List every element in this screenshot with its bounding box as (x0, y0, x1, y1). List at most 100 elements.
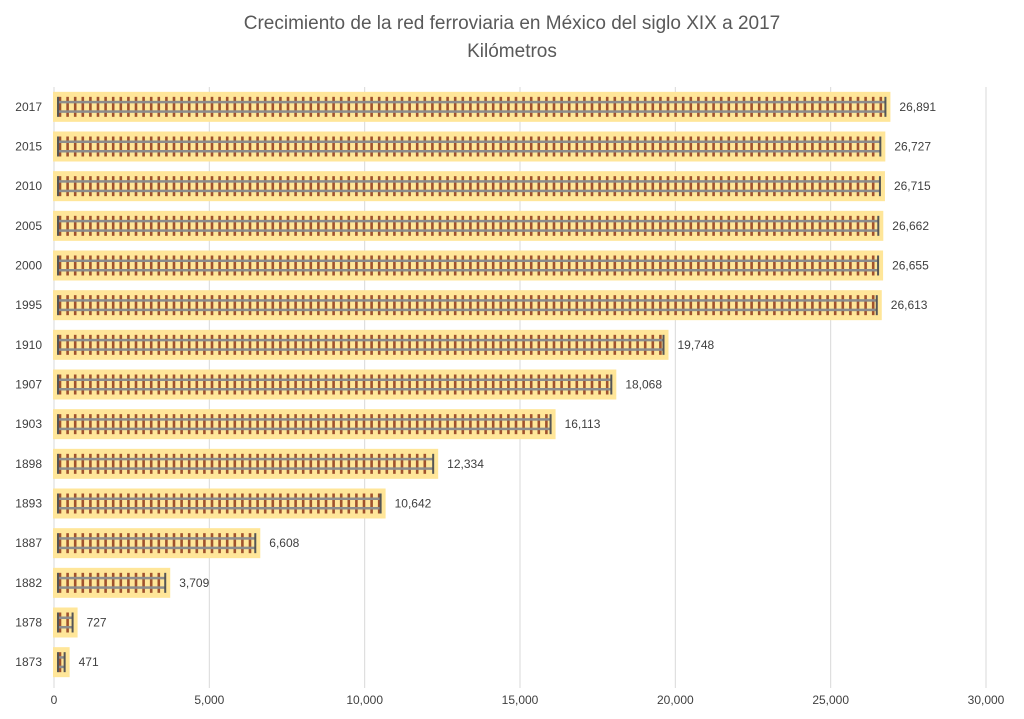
rail-tie (393, 374, 396, 395)
rail-tie (73, 414, 77, 435)
bar-background (53, 448, 439, 479)
rail-tie (400, 176, 404, 197)
rail-tie (165, 453, 168, 474)
rail-tie (605, 136, 609, 157)
rail-tie (681, 96, 685, 117)
rail-end-cap (432, 453, 435, 474)
rail-tie (522, 96, 525, 117)
rail-tie (203, 493, 206, 514)
rail-tie (681, 295, 685, 316)
rail-tie (742, 96, 746, 117)
rail-tie (514, 136, 518, 157)
rail-tie (195, 493, 199, 514)
rail-tie (484, 334, 487, 355)
rail-tie (339, 295, 343, 316)
rail-tie (560, 215, 563, 236)
rail-tie (628, 255, 632, 276)
rail-tie (225, 493, 229, 514)
rail-tie (81, 176, 85, 197)
rail-tie (66, 493, 69, 514)
rail-tie (248, 255, 252, 276)
rail-tie (119, 96, 123, 117)
rail-tie (400, 414, 404, 435)
rail-tie (324, 453, 328, 474)
rail-tie (172, 453, 176, 474)
rail-tie (461, 255, 465, 276)
rail-tie (864, 136, 867, 157)
rail-tie (750, 215, 753, 236)
rail-line-bottom (58, 189, 880, 193)
rail-tie (96, 374, 100, 395)
rail-tie (598, 136, 601, 157)
rail-tie (400, 215, 404, 236)
rail-tie (689, 295, 693, 316)
rail-tie (157, 334, 161, 355)
rail-tie (225, 176, 229, 197)
y-tick-label-1903: 1903 (15, 417, 42, 431)
rail-tie (431, 255, 434, 276)
rail-tie (841, 96, 845, 117)
rail-tie (636, 255, 639, 276)
rail-tie (856, 295, 860, 316)
rail-tie (362, 136, 366, 157)
rail-tie (499, 295, 503, 316)
rail-tie (795, 136, 799, 157)
rail-tie (408, 295, 411, 316)
rail-tie (651, 176, 655, 197)
x-tick-label-2: 10,000 (346, 693, 383, 707)
rail-tie (423, 96, 427, 117)
rail-tie (757, 96, 761, 117)
rail-tie (583, 176, 586, 197)
rail-tie (628, 96, 632, 117)
rail-tie (659, 176, 662, 197)
rail-tie (514, 295, 518, 316)
rail-tie (583, 215, 586, 236)
rail-tie (757, 255, 761, 276)
chart-title: Crecimiento de la red ferroviaria en Méx… (243, 13, 781, 34)
rail-tie (735, 255, 738, 276)
rail-tie (111, 374, 115, 395)
rail-tie (545, 215, 548, 236)
rail-end-cap (379, 493, 382, 514)
rail-tie (195, 255, 199, 276)
rail-tie (856, 136, 860, 157)
rail-tie (89, 295, 92, 316)
rail-tie (233, 255, 237, 276)
rail-tie (643, 295, 647, 316)
rail-tie (446, 334, 449, 355)
rail-tie (248, 136, 252, 157)
rail-tie (89, 96, 92, 117)
rail-tie (529, 414, 533, 435)
rail-tie (674, 295, 677, 316)
rail-tie (294, 453, 297, 474)
rail-tie (453, 414, 457, 435)
rail-tie (73, 215, 77, 236)
rail-tie (119, 493, 123, 514)
rail-tie (286, 374, 290, 395)
rail-tie (157, 414, 161, 435)
rail-tie (567, 96, 571, 117)
rail-tie (294, 255, 297, 276)
rail-tie (248, 374, 252, 395)
rail-tie (104, 255, 107, 276)
rail-tie (134, 414, 138, 435)
rail-tie (811, 255, 814, 276)
rail-tie (560, 255, 563, 276)
rail-tie (788, 176, 791, 197)
rail-tie (58, 96, 62, 117)
rail-tie (89, 136, 92, 157)
rail-tie (552, 96, 556, 117)
rail-tie (279, 176, 282, 197)
rail-tie (651, 334, 655, 355)
rail-tie (545, 295, 548, 316)
rail-tie (324, 374, 328, 395)
rail-tie (96, 533, 100, 554)
rail-tie (446, 136, 449, 157)
rail-tie (833, 255, 837, 276)
rail-tie (180, 414, 183, 435)
rail-tie (111, 493, 115, 514)
rail-tie (605, 215, 609, 236)
rail-line-top (58, 497, 381, 500)
rail-tie (203, 176, 206, 197)
rail-tie (256, 453, 259, 474)
